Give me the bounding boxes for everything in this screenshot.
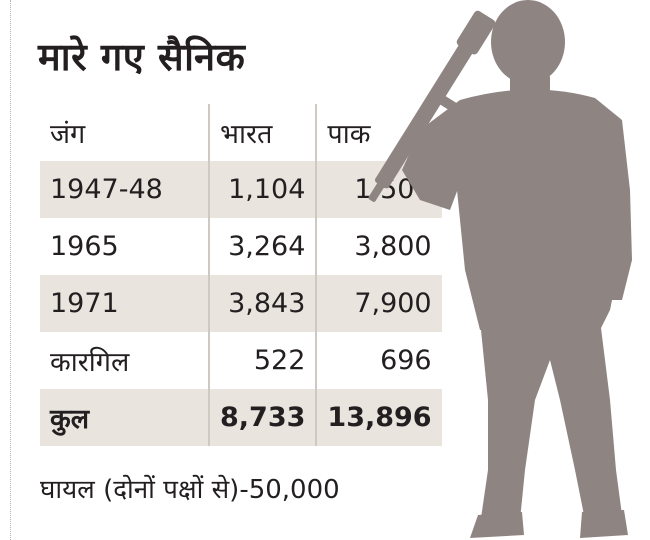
pak-cell: 7,900 [316, 275, 442, 332]
table-header-row: जंग भारत पाक [40, 104, 442, 161]
table-row: कारगिल 522 696 [40, 332, 442, 389]
total-row: कुल 8,733 13,896 [40, 389, 442, 446]
header-pak: पाक [327, 119, 371, 150]
soldier-silhouette-shape [368, 0, 632, 538]
total-label-cell: कुल [40, 389, 209, 446]
dotted-margin-rule [10, 0, 12, 540]
header-war: जंग [50, 119, 86, 150]
war-cell: कारगिल [50, 347, 130, 378]
india-cell: 1,104 [207, 161, 318, 218]
table-row: 1965 3,264 3,800 [40, 218, 442, 275]
war-cell: 1971 [40, 275, 209, 332]
india-cell: 522 [207, 332, 318, 389]
pak-cell: 696 [380, 345, 432, 376]
war-cell: 1947-48 [40, 161, 209, 218]
total-india-cell: 8,733 [207, 389, 318, 446]
header-india: भारत [207, 104, 318, 161]
injured-footnote: घायल (दोनों पक्षों से)-50,000 [40, 475, 340, 505]
pak-cell: 3,800 [354, 231, 432, 262]
table-title: मारे गए सैनिक [38, 35, 246, 79]
india-cell: 3,264 [207, 218, 318, 275]
table-row: 1971 3,843 7,900 [40, 275, 442, 332]
soldier-silhouette-icon [368, 0, 632, 538]
total-pak-cell: 13,896 [316, 389, 442, 446]
war-cell: 1965 [50, 231, 119, 262]
india-cell: 3,843 [207, 275, 318, 332]
casualties-table: जंग भारत पाक 1947-48 1,104 1,500 1965 3,… [40, 104, 442, 446]
